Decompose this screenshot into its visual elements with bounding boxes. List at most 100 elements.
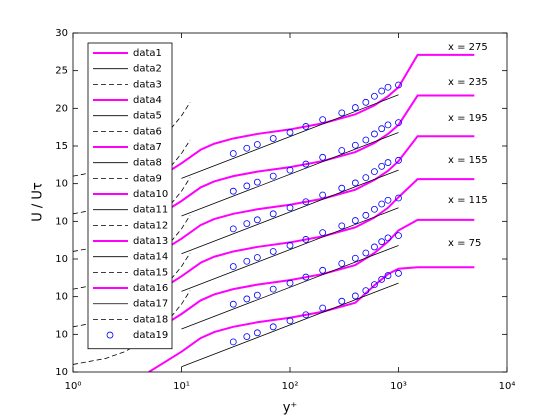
data-point	[384, 121, 392, 129]
data-point	[384, 234, 392, 242]
y-tick-label: 10	[55, 216, 68, 227]
data-point	[384, 83, 392, 91]
data-point	[371, 281, 378, 289]
data-point	[338, 297, 346, 305]
data-point	[253, 291, 261, 299]
legend-label: data5	[133, 111, 162, 122]
legend-label: data13	[133, 236, 168, 247]
data-point	[319, 229, 327, 237]
data-point	[253, 329, 261, 337]
legend-label: data12	[133, 220, 168, 231]
y-tick-label: 25	[55, 66, 68, 77]
data-point	[371, 243, 378, 251]
x-tick-label: 10⁰	[65, 381, 82, 392]
legend-label: data1	[133, 48, 162, 59]
annotation: x = 235	[448, 77, 488, 88]
data-point	[362, 98, 370, 106]
legend-label: data10	[133, 189, 168, 200]
data-point	[243, 333, 251, 340]
data-point	[229, 225, 237, 233]
data-point	[229, 338, 237, 346]
data-point	[351, 179, 359, 187]
data-point	[378, 87, 386, 95]
y-tick-label: 10	[55, 329, 68, 340]
data-point	[384, 196, 392, 204]
data-point	[286, 242, 294, 249]
x-tick-label: 10⁴	[499, 381, 516, 392]
data-point	[253, 178, 261, 186]
data-point	[286, 279, 294, 287]
data-point	[384, 272, 392, 279]
data-point	[395, 194, 402, 202]
series-line	[181, 132, 399, 217]
data-point	[253, 141, 261, 148]
legend-label: data3	[133, 79, 162, 90]
data-point	[338, 109, 346, 117]
legend-label: data17	[133, 299, 168, 310]
data-point	[302, 273, 310, 281]
legend-label: data4	[133, 95, 162, 106]
data-point	[395, 119, 402, 127]
legend-label: data8	[133, 158, 162, 169]
data-point	[243, 144, 251, 152]
data-point	[302, 160, 310, 168]
data-point	[395, 232, 402, 240]
data-point	[378, 238, 386, 246]
series-line	[181, 282, 399, 368]
x-tick-label: 10²	[282, 381, 299, 392]
series-line	[181, 207, 399, 292]
data-point	[362, 287, 370, 295]
legend-label: data7	[133, 142, 162, 153]
legend-box	[87, 42, 173, 350]
data-point	[371, 130, 378, 138]
y-axis-label: U / Uτ	[31, 182, 46, 222]
legend-label: data6	[133, 126, 162, 137]
data-point	[243, 257, 251, 265]
data-point	[371, 205, 378, 213]
data-point	[253, 216, 261, 224]
data-point	[338, 184, 346, 192]
legend-label: data11	[133, 205, 168, 216]
data-point	[243, 220, 251, 227]
legend-label: data14	[133, 252, 168, 263]
data-point	[395, 81, 402, 89]
annotation: x = 275	[448, 42, 488, 53]
data-point	[269, 172, 277, 180]
series-line	[181, 169, 399, 255]
data-point	[253, 254, 261, 261]
data-point	[319, 191, 327, 199]
data-point	[351, 254, 359, 262]
legend-label: data18	[133, 314, 168, 325]
data-point	[378, 162, 386, 170]
annotation: x = 155	[448, 155, 488, 166]
data-point	[302, 236, 310, 243]
data-point	[378, 125, 386, 133]
data-point	[243, 295, 251, 303]
annotation: x = 195	[448, 113, 488, 124]
data-point	[351, 292, 359, 300]
y-tick-label: 10	[55, 367, 68, 378]
data-point	[229, 300, 237, 308]
data-point	[371, 168, 378, 176]
data-point	[351, 104, 359, 111]
data-point	[384, 159, 392, 166]
data-point	[395, 156, 402, 164]
data-point	[269, 285, 277, 293]
data-point	[378, 200, 386, 208]
legend-label: data2	[133, 64, 162, 75]
y-tick-label: 10	[55, 292, 68, 303]
data-point	[229, 187, 237, 195]
legend-label: data9	[133, 173, 162, 184]
annotation: x = 75	[448, 238, 481, 249]
legend-label: data16	[133, 283, 168, 294]
legend-swatch	[106, 331, 114, 339]
annotation: x = 115	[448, 195, 488, 206]
data-point	[302, 198, 310, 206]
x-tick-label: 10¹	[173, 381, 190, 392]
y-tick-label: 15	[55, 141, 68, 152]
data-point	[229, 150, 237, 157]
data-point	[302, 123, 310, 130]
data-point	[229, 263, 237, 270]
x-tick-label: 10³	[390, 381, 407, 392]
data-point	[286, 204, 294, 212]
